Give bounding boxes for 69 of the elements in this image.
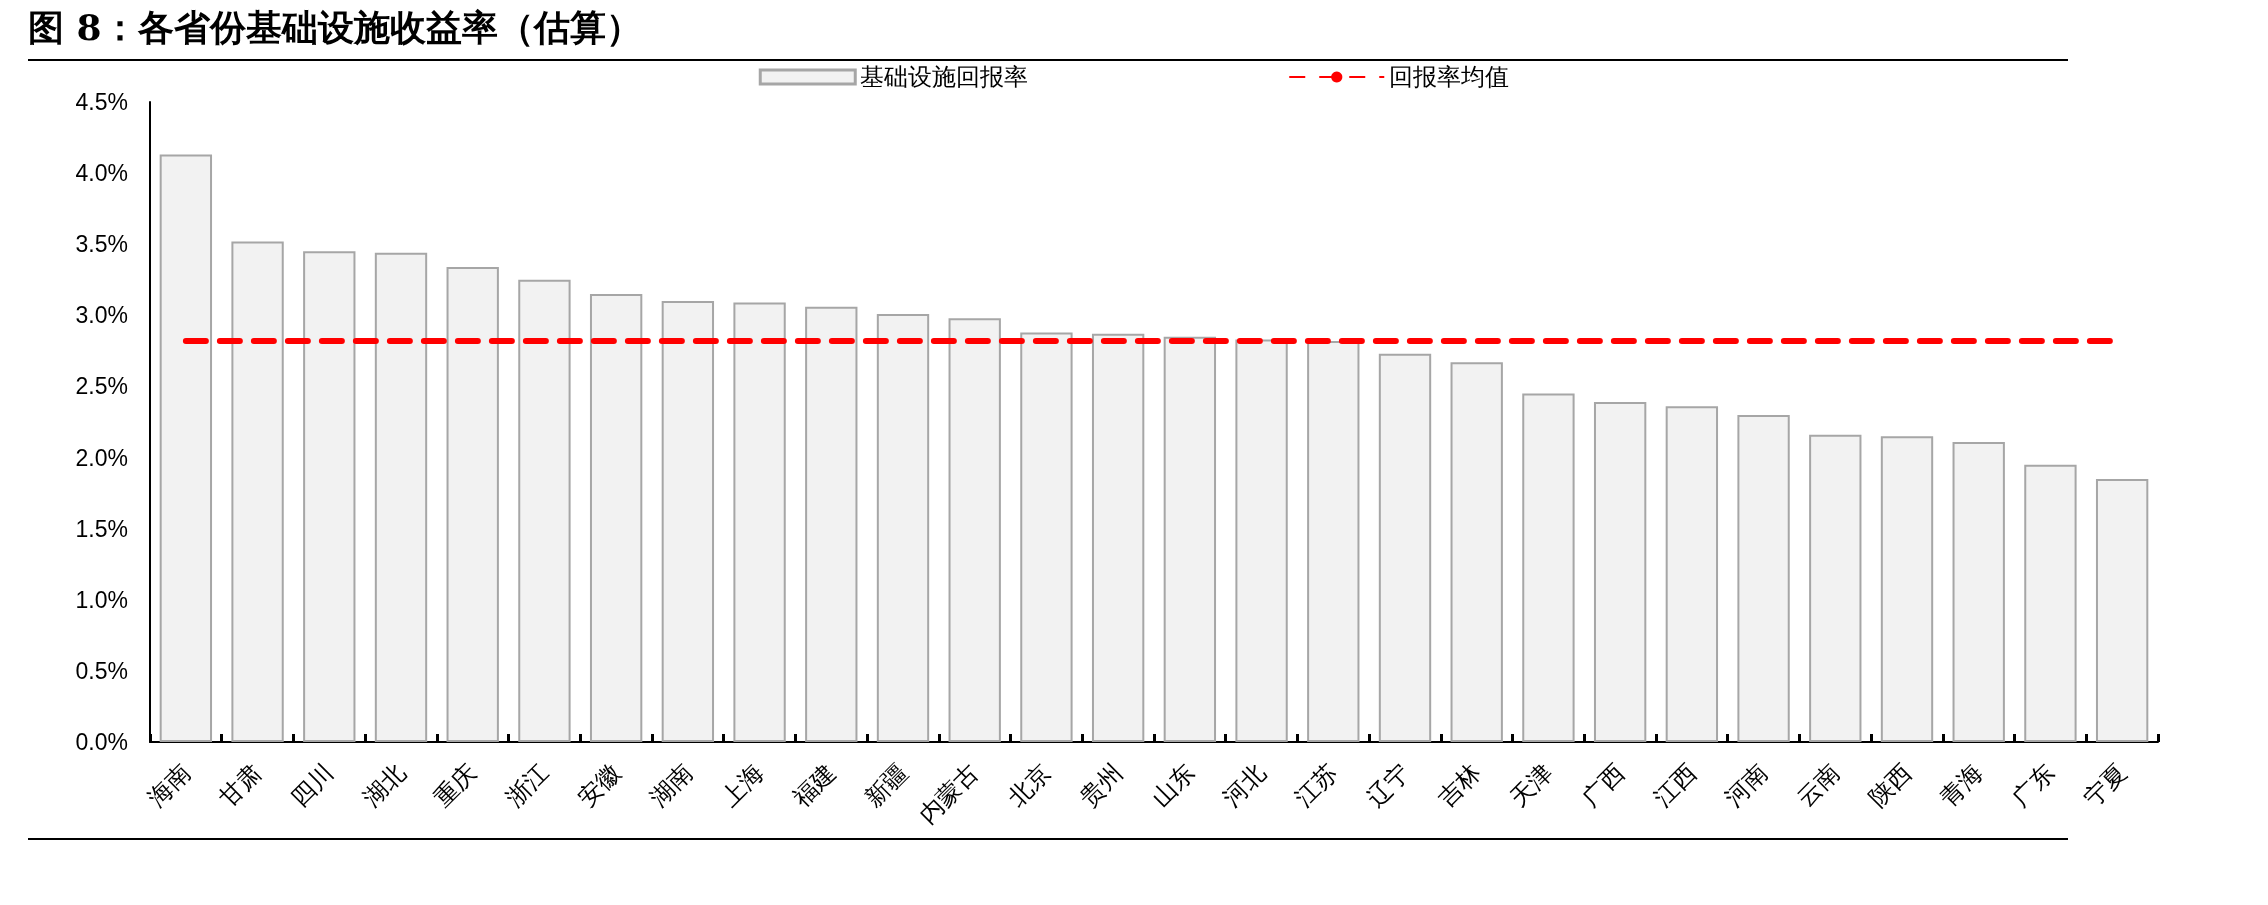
x-tick-label: 北京 xyxy=(1002,758,1057,812)
x-tick-label: 四川 xyxy=(285,758,340,812)
bar xyxy=(733,302,786,742)
x-tick-label: 湖南 xyxy=(644,758,698,812)
bar xyxy=(1378,353,1432,742)
bar xyxy=(1737,414,1790,742)
x-tick-label: 江苏 xyxy=(1289,758,1344,812)
bar xyxy=(446,266,499,742)
x-tick-label: 新疆 xyxy=(859,758,913,812)
x-tick-label: 上海 xyxy=(715,758,770,812)
x-tick-label: 福建 xyxy=(787,758,842,812)
bar xyxy=(805,306,858,742)
x-tick-label: 广西 xyxy=(1576,758,1631,812)
x-tick-label: 安徽 xyxy=(572,758,627,812)
y-tick-label: 4.5% xyxy=(75,89,128,115)
y-tick-label: 0.5% xyxy=(75,657,128,684)
x-tick-label: 甘肃 xyxy=(213,758,268,812)
x-tick-label: 云南 xyxy=(1791,758,1846,812)
x-tick-label: 江西 xyxy=(1648,758,1702,812)
bar xyxy=(374,252,428,742)
x-tick-label: 湖北 xyxy=(357,758,411,812)
x-tick-label: 辽宁 xyxy=(1361,758,1415,812)
bar xyxy=(1163,336,1217,742)
bar xyxy=(2095,478,2149,742)
bar xyxy=(876,313,930,742)
x-tick-label: 浙江 xyxy=(500,758,555,812)
bar xyxy=(948,318,1001,742)
bar xyxy=(1091,333,1145,742)
bar xyxy=(1522,393,1575,742)
x-tick-label: 山东 xyxy=(1146,758,1200,812)
y-tick-label: 4.0% xyxy=(75,160,128,187)
bar xyxy=(1809,434,1862,742)
x-tick-label: 海南 xyxy=(142,758,196,812)
x-tick-label: 广东 xyxy=(2006,758,2061,812)
bar xyxy=(303,251,356,742)
chart-title: 图 8：各省份基础设施收益率（估算） xyxy=(28,4,2068,61)
y-tick-label: 1.5% xyxy=(75,515,128,542)
x-tick-label: 青海 xyxy=(1934,758,1989,812)
y-tick-label: 3.0% xyxy=(75,302,128,329)
y-tick-label: 0.0% xyxy=(75,729,128,755)
x-tick-label: 天津 xyxy=(1504,758,1559,812)
bar xyxy=(1235,339,1288,742)
bar xyxy=(1307,340,1360,742)
x-tick-label: 吉林 xyxy=(1432,758,1487,812)
bar xyxy=(1593,402,1647,742)
bar xyxy=(518,279,571,742)
bar xyxy=(159,154,213,742)
bar xyxy=(1450,362,1503,742)
x-tick-label: 内蒙古 xyxy=(913,758,985,829)
x-tick-label: 贵州 xyxy=(1074,758,1129,812)
bar xyxy=(231,241,284,742)
legend-label: 回报率均值 xyxy=(1389,63,1510,91)
bar xyxy=(1952,441,2005,742)
x-tick-label: 河南 xyxy=(1719,758,1774,812)
x-tick-label: 陕西 xyxy=(1863,758,1917,812)
x-tick-label: 重庆 xyxy=(428,758,483,812)
x-tick-label: 河北 xyxy=(1217,758,1272,812)
y-tick-label: 3.5% xyxy=(75,231,128,258)
bar xyxy=(1880,436,1934,742)
y-tick-label: 1.0% xyxy=(75,586,128,613)
y-tick-label: 2.0% xyxy=(75,444,128,471)
bar xyxy=(2024,464,2077,742)
legend-label: 基础设施回报率 xyxy=(860,63,1029,91)
bar xyxy=(661,301,715,742)
bar xyxy=(1665,406,1719,742)
y-tick-label: 2.5% xyxy=(75,373,128,400)
bar xyxy=(589,294,643,742)
x-tick-label: 宁夏 xyxy=(2078,758,2133,812)
bar xyxy=(1020,332,1073,742)
